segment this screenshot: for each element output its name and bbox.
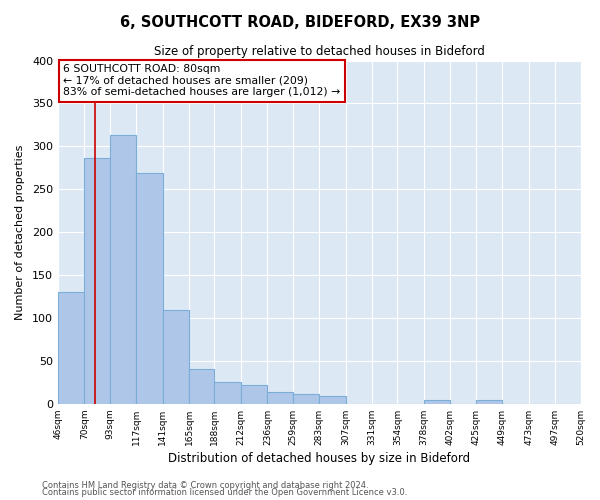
- Bar: [268, 392, 293, 404]
- Bar: [85, 158, 110, 404]
- Y-axis label: Number of detached properties: Number of detached properties: [15, 144, 25, 320]
- Text: 6, SOUTHCOTT ROAD, BIDEFORD, EX39 3NP: 6, SOUTHCOTT ROAD, BIDEFORD, EX39 3NP: [120, 15, 480, 30]
- Bar: [241, 385, 268, 404]
- Text: 6 SOUTHCOTT ROAD: 80sqm
← 17% of detached houses are smaller (209)
83% of semi-d: 6 SOUTHCOTT ROAD: 80sqm ← 17% of detache…: [63, 64, 340, 97]
- Bar: [319, 396, 346, 404]
- Bar: [136, 173, 163, 404]
- Bar: [293, 394, 319, 404]
- Text: Contains public sector information licensed under the Open Government Licence v3: Contains public sector information licen…: [42, 488, 407, 497]
- Bar: [214, 382, 241, 404]
- Bar: [163, 310, 189, 404]
- Title: Size of property relative to detached houses in Bideford: Size of property relative to detached ho…: [154, 45, 485, 58]
- Text: Contains HM Land Registry data © Crown copyright and database right 2024.: Contains HM Land Registry data © Crown c…: [42, 480, 368, 490]
- Bar: [110, 135, 136, 404]
- Bar: [424, 400, 451, 404]
- Bar: [58, 292, 85, 404]
- Bar: [189, 368, 214, 404]
- Bar: [476, 400, 502, 404]
- X-axis label: Distribution of detached houses by size in Bideford: Distribution of detached houses by size …: [168, 452, 470, 465]
